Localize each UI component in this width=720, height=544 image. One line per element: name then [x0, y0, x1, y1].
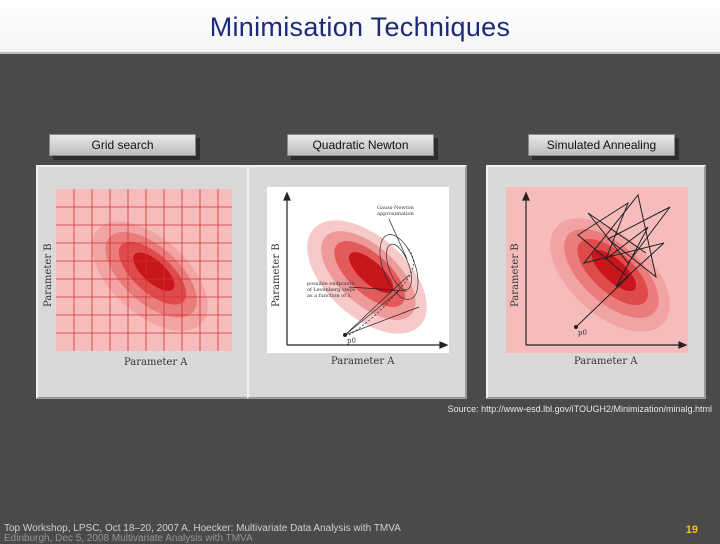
y-axis-label: Parameter B [510, 243, 521, 307]
grid-lines [56, 189, 232, 351]
panel-grid-search: Parameter A Parameter B [36, 165, 256, 399]
panel-quadratic-newton: Gauss-Newton approximation possible endp… [247, 165, 467, 399]
title-bar: Minimisation Techniques [0, 0, 720, 54]
x-axis-label: Parameter A [124, 357, 188, 368]
y-axis-label: Parameter B [43, 243, 54, 307]
y-axis-label: Parameter B [271, 243, 282, 307]
contours [550, 218, 670, 332]
start-point [343, 333, 347, 337]
annotation-left-2: of Levenberg steps [307, 287, 356, 293]
axes [522, 191, 688, 349]
panel-simulated-annealing: p0 Parameter A Parameter B [486, 165, 706, 399]
label-simulated-annealing: Simulated Annealing [528, 134, 675, 156]
x-axis-label: Parameter A [331, 356, 395, 367]
point-label: p0 [347, 337, 356, 345]
label-quadratic-newton: Quadratic Newton [287, 134, 434, 156]
footer: Top Workshop, LPSC, Oct 18–20, 2007 A. H… [0, 520, 720, 544]
page-number: 19 [685, 524, 698, 536]
annotation-top-1: Gauss-Newton [377, 205, 415, 211]
start-point [574, 325, 578, 329]
footer-line-1: Top Workshop, LPSC, Oct 18–20, 2007 A. H… [4, 523, 401, 534]
slide-title: Minimisation Techniques [209, 12, 511, 42]
annotation-top-2: approximation [377, 211, 415, 217]
step-lines [344, 218, 420, 336]
quadratic-newton-figure: Gauss-Newton approximation possible endp… [267, 187, 449, 367]
annealing-path [575, 193, 671, 328]
annotation-left-3: as a function of λ [307, 293, 352, 299]
simulated-annealing-figure: p0 Parameter A Parameter B [506, 187, 688, 367]
source-citation: Source: http://www-esd.lbl.gov/iTOUGH2/M… [447, 404, 712, 414]
grid-search-figure: Parameter A Parameter B [43, 189, 232, 368]
endpoint-curve [348, 246, 414, 336]
annotation-left-1: possible endpoints [307, 281, 355, 287]
newton-ellipses [379, 234, 419, 300]
label-grid-search: Grid search [49, 134, 196, 156]
footer-line-2: Edinburgh, Dec 5, 2008 Multivariate Anal… [4, 533, 253, 544]
axes [283, 191, 449, 349]
x-axis-label: Parameter A [574, 356, 638, 367]
point-label: p0 [578, 329, 587, 337]
